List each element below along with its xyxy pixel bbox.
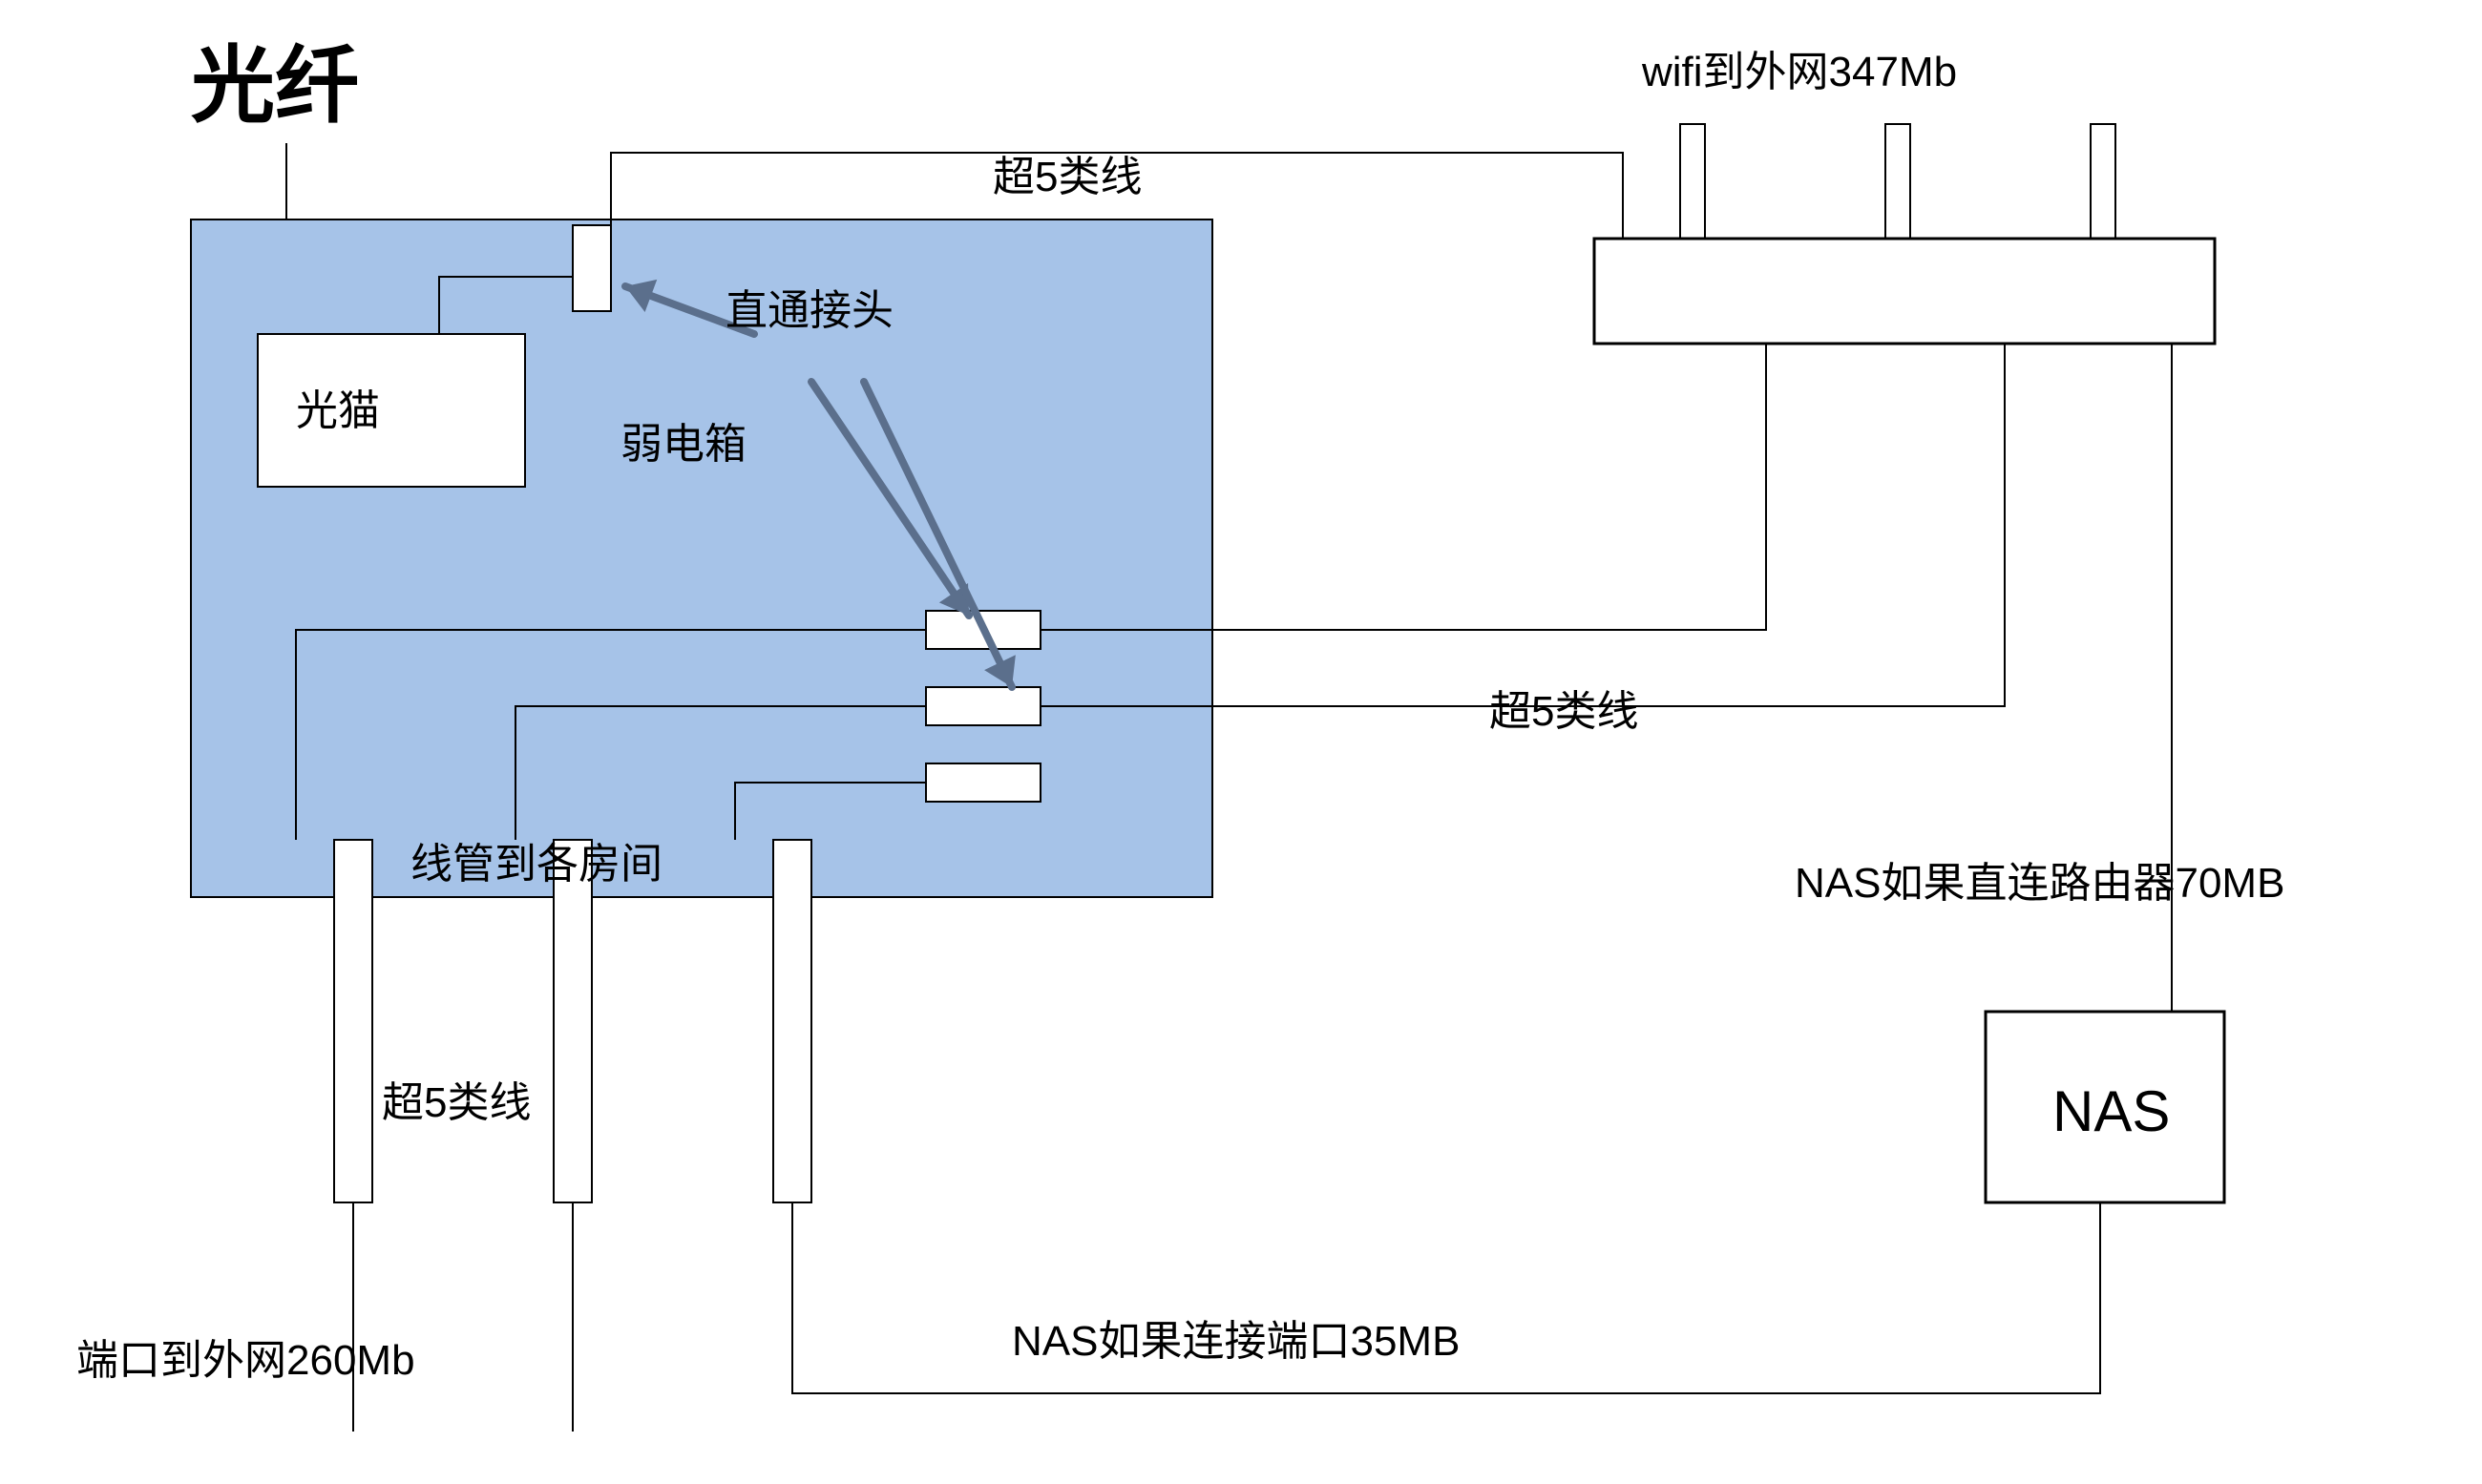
nas-port-label: NAS如果连接端口35MB [1012, 1318, 1460, 1365]
conduit-1 [334, 840, 372, 1202]
antenna-1 [1680, 124, 1705, 239]
antenna-3 [2091, 124, 2115, 239]
mid-coupler-2 [926, 687, 1041, 725]
cat5e-bottom-label: 超5类线 [382, 1079, 531, 1126]
coupler-label: 直通接头 [726, 287, 894, 334]
weak-current-panel [191, 219, 1212, 897]
cat5e-mid-label: 超5类线 [1489, 688, 1638, 735]
port-ext-label: 端口到外网260Mb [76, 1337, 415, 1384]
antenna-2 [1885, 124, 1910, 239]
fiber-label: 光纤 [191, 38, 359, 133]
cat5e-top-label: 超5类线 [993, 154, 1142, 200]
mid-coupler-3 [926, 763, 1041, 802]
modem-label: 光猫 [296, 387, 380, 434]
conduit-3 [773, 840, 811, 1202]
router-box [1594, 239, 2215, 344]
nas-to-conduit [792, 1202, 2100, 1393]
nas-direct-label: NAS如果直连路由器70MB [1795, 860, 2284, 907]
conduit-label: 线管到各房间 [410, 841, 663, 888]
wifi-ext-label: wifi到外网347Mb [1641, 49, 1957, 95]
weakbox-label: 弱电箱 [620, 421, 747, 468]
top-coupler [573, 225, 611, 311]
conduit-2 [554, 840, 592, 1202]
nas-label: NAS [2052, 1079, 2170, 1143]
